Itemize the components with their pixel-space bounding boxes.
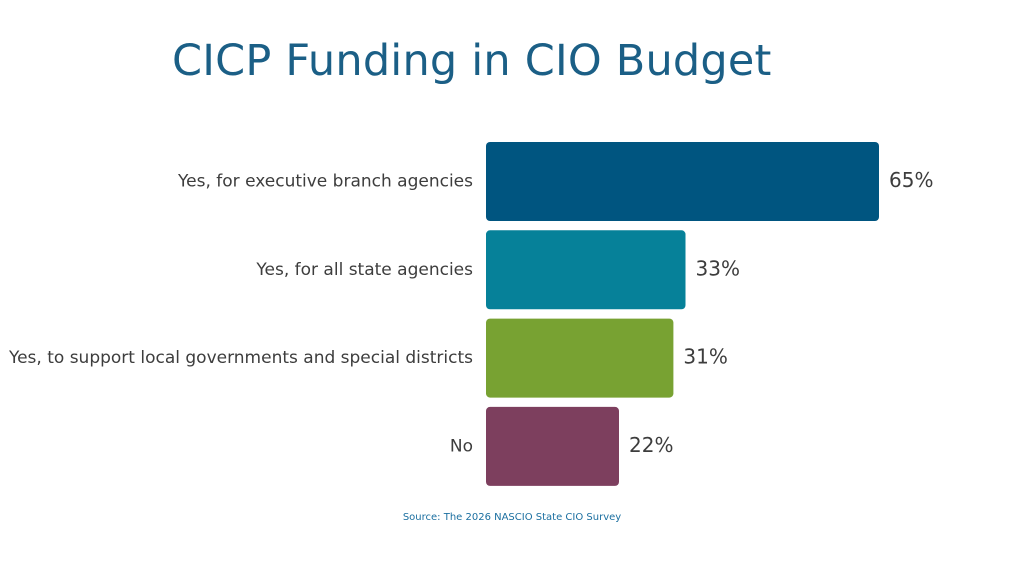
bar-chart: Yes, for executive branch agencies 65% Yes… (8, 142, 933, 486)
value-label-3: 22% (629, 433, 673, 457)
bar-3 (486, 406, 619, 486)
category-label-2: Yes, to support local governments and sp… (8, 348, 473, 368)
source-note: Source: The 2026 NASCIO State CIO Survey (402, 512, 622, 523)
category-label-0: Yes, for executive branch agencies (177, 172, 473, 192)
value-label-2: 31% (683, 345, 727, 369)
bar-1 (486, 230, 686, 310)
chart-title: CICP Funding in CIO Budget (172, 36, 772, 86)
value-label-1: 33% (696, 256, 740, 280)
value-label-0: 65% (889, 168, 933, 192)
category-label-1: Yes, for all state agencies (255, 260, 473, 280)
bar-2 (486, 318, 674, 398)
bar-0 (486, 142, 879, 221)
category-label-3: No (450, 436, 473, 456)
